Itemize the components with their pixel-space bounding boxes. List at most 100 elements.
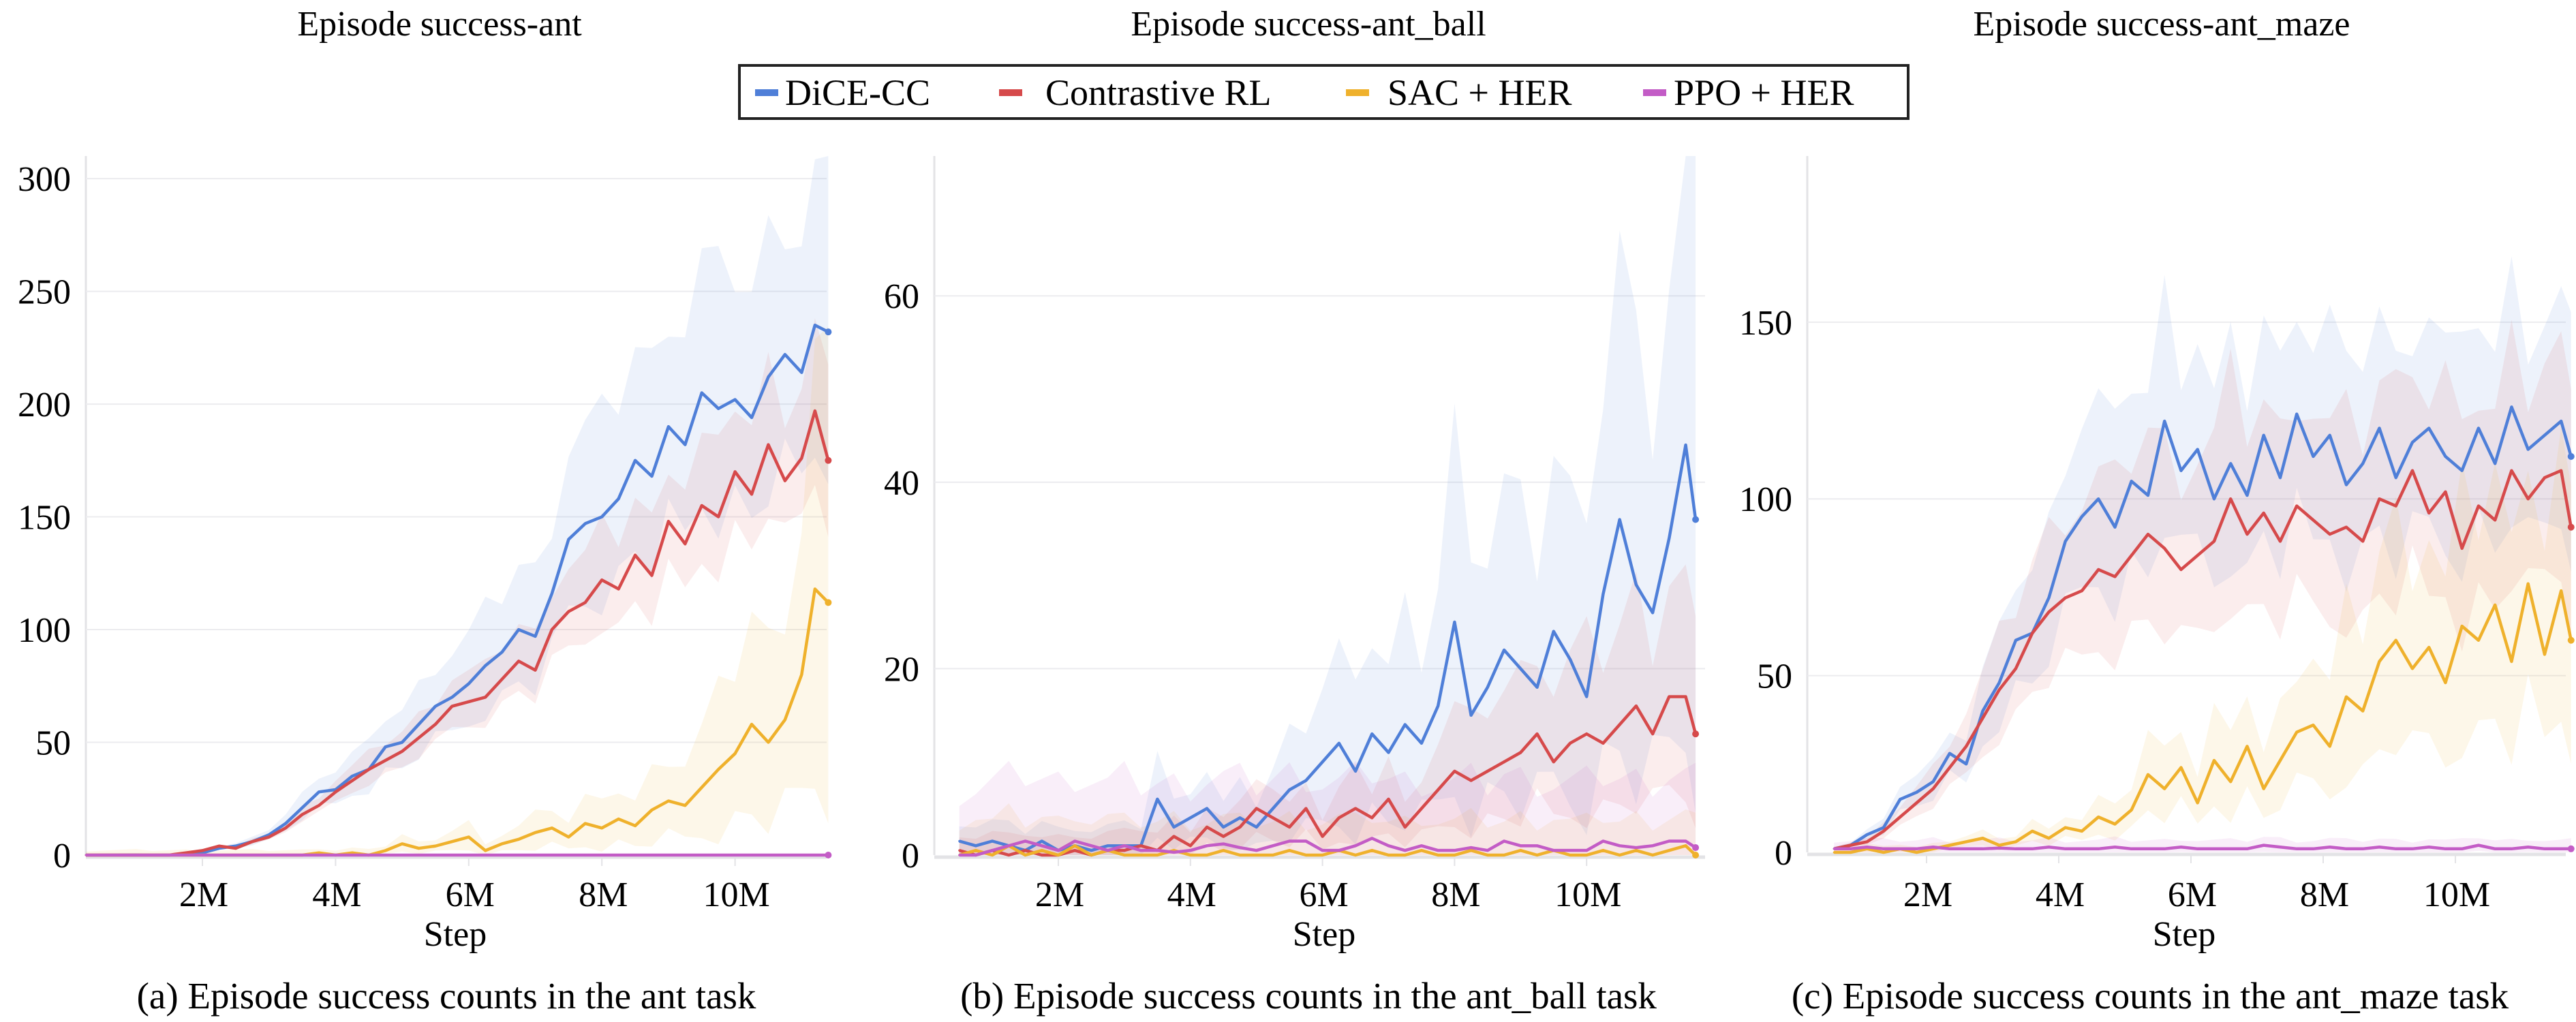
point-ppo-her — [1255, 849, 1258, 852]
series-line-ppo-her — [1834, 843, 2571, 851]
point-ppo-her — [484, 854, 487, 856]
point-ppo-her — [201, 854, 204, 856]
point-sac-her — [1619, 854, 1621, 856]
point-contrastive-rl — [1470, 779, 1473, 782]
point-ppo-her — [1156, 849, 1159, 852]
point-ppo-her — [1272, 844, 1274, 847]
point-sac-her — [975, 849, 977, 852]
point-ppo-her — [750, 854, 753, 856]
point-sac-her — [2560, 589, 2562, 592]
point-sac-her — [418, 847, 420, 850]
point-contrastive-rl — [2163, 547, 2166, 550]
point-contrastive-rl — [2147, 533, 2149, 536]
y-tick-label: 100 — [18, 611, 71, 650]
y-tick-label: 0 — [1775, 834, 1792, 873]
point-dice-cc — [2527, 448, 2530, 451]
point-dice-cc — [434, 705, 437, 708]
point-contrastive-rl — [617, 587, 620, 590]
legend-entry-dice-cc: DiCE-CC — [755, 72, 930, 113]
point-sac-her — [684, 804, 686, 807]
point-dice-cc — [517, 628, 520, 631]
point-contrastive-rl — [185, 852, 187, 854]
point-ppo-her — [1107, 849, 1109, 852]
point-ppo-her — [2147, 848, 2149, 850]
point-ppo-her — [1585, 849, 1588, 852]
point-dice-cc — [1635, 583, 1638, 586]
band-dice-cc — [1834, 256, 2571, 850]
point-contrastive-rl — [534, 669, 536, 672]
point-sac-her — [1321, 854, 1324, 856]
point-ppo-her — [2510, 848, 2513, 850]
point-dice-cc — [1965, 762, 1967, 765]
point-sac-her — [2263, 788, 2265, 790]
point-dice-cc — [1668, 537, 1670, 540]
point-ppo-her — [2361, 848, 2364, 850]
point-sac-her — [384, 849, 387, 852]
point-ppo-her — [2064, 848, 2067, 850]
point-sac-her — [1536, 854, 1539, 856]
point-dice-cc — [1370, 732, 1373, 735]
end-marker-ppo-her — [2567, 845, 2575, 852]
point-ppo-her — [2312, 848, 2314, 850]
point-contrastive-rl — [2279, 540, 2282, 542]
point-sac-her — [1635, 849, 1638, 852]
point-contrastive-rl — [650, 574, 653, 577]
x-tick-label: 2M — [1035, 876, 1084, 914]
point-ppo-her — [2279, 846, 2282, 848]
point-dice-cc — [584, 522, 587, 525]
point-sac-her — [2163, 788, 2166, 790]
point-dice-cc — [1932, 780, 1935, 783]
point-dice-cc — [1585, 695, 1588, 698]
point-contrastive-rl — [784, 480, 786, 482]
point-dice-cc — [734, 398, 737, 401]
point-sac-her — [1437, 854, 1439, 856]
point-contrastive-rl — [467, 700, 470, 703]
point-ppo-her — [975, 854, 977, 856]
end-marker-contrastive-rl — [2567, 523, 2575, 531]
point-ppo-her — [1569, 849, 1571, 852]
point-contrastive-rl — [1685, 695, 1687, 698]
point-contrastive-rl — [1882, 830, 1885, 833]
panel-c-caption: (c) Episode success counts in the ant_ma… — [1792, 975, 2509, 1017]
point-contrastive-rl — [2477, 505, 2480, 508]
point-contrastive-rl — [251, 840, 254, 843]
point-ppo-her — [767, 854, 769, 856]
point-ppo-her — [2196, 848, 2199, 850]
y-tick-label: 50 — [1757, 657, 1792, 696]
point-ppo-her — [2014, 848, 2017, 850]
point-dice-cc — [1552, 630, 1555, 633]
panel-b-title: Episode success-ant_ball — [1131, 5, 1486, 44]
point-ppo-her — [1685, 839, 1687, 842]
panel-b-caption: (b) Episode success counts in the ant_ba… — [960, 975, 1657, 1017]
point-dice-cc — [800, 371, 803, 374]
legend-label-sac-her: SAC + HER — [1387, 72, 1572, 113]
point-ppo-her — [2179, 846, 2182, 848]
point-dice-cc — [2461, 469, 2464, 472]
point-contrastive-rl — [1007, 854, 1010, 856]
panel-c-title: Episode success-ant_maze — [1973, 5, 2350, 44]
point-dice-cc — [2543, 434, 2546, 437]
point-sac-her — [667, 800, 670, 803]
point-ppo-her — [2494, 848, 2496, 850]
panel-c-plot: 0 50 100 150 2M 4M 6M 8M 10M — [1739, 156, 2575, 914]
point-ppo-her — [1370, 837, 1373, 839]
point-dice-cc — [1685, 444, 1687, 446]
point-dice-cc — [567, 538, 570, 541]
legend: DiCE-CC Contrastive RL SAC + HER PPO + H… — [738, 64, 1910, 120]
point-dice-cc — [2361, 462, 2364, 465]
point-contrastive-rl — [1899, 816, 1901, 818]
point-dice-cc — [650, 475, 653, 478]
panel-b-plot: 0 20 40 60 2M 4M 6M 8M 10M — [884, 156, 1705, 914]
point-contrastive-rl — [2213, 540, 2215, 542]
point-sac-her — [701, 786, 703, 789]
point-ppo-her — [1288, 839, 1291, 842]
point-dice-cc — [2295, 413, 2298, 416]
y-tick-label: 20 — [884, 650, 919, 689]
point-sac-her — [2527, 583, 2530, 585]
point-sac-her — [1404, 854, 1407, 856]
point-sac-her — [1486, 854, 1489, 856]
point-dice-cc — [1404, 723, 1407, 726]
point-contrastive-rl — [1255, 807, 1258, 810]
x-tick-label: 6M — [446, 876, 495, 914]
point-dice-cc — [351, 775, 354, 777]
